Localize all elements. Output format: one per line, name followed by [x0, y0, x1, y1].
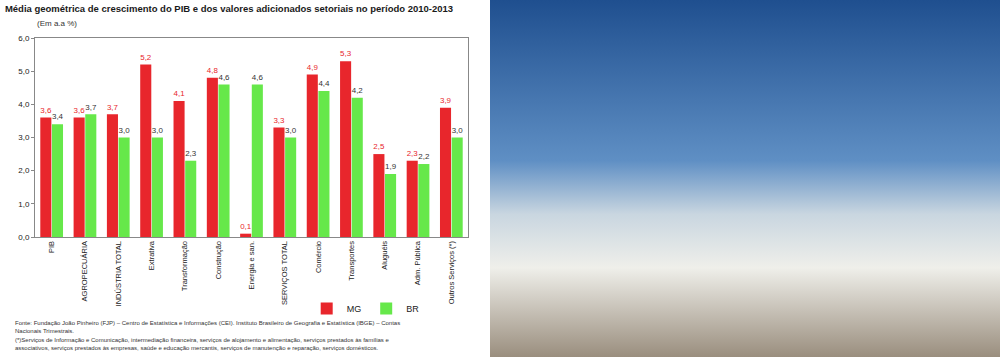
svg-text:AGROPECUÁRIA: AGROPECUÁRIA — [80, 241, 89, 301]
svg-text:Energia e san.: Energia e san. — [247, 241, 256, 289]
svg-text:Média geométrica de cresciment: Média geométrica de crescimento do PIB e… — [5, 3, 453, 14]
svg-text:3,0: 3,0 — [18, 133, 30, 142]
svg-text:3,7: 3,7 — [85, 103, 97, 112]
svg-text:3,7: 3,7 — [107, 103, 119, 112]
svg-text:2,3: 2,3 — [407, 149, 419, 158]
svg-text:Adm. Pública: Adm. Pública — [413, 240, 422, 285]
svg-text:3,6: 3,6 — [74, 106, 86, 115]
svg-text:6,0: 6,0 — [18, 34, 30, 43]
svg-text:4,2: 4,2 — [352, 86, 364, 95]
svg-text:4,9: 4,9 — [307, 63, 319, 72]
svg-text:MG: MG — [347, 304, 362, 314]
svg-text:4,8: 4,8 — [207, 66, 219, 75]
svg-text:2,2: 2,2 — [418, 152, 430, 161]
svg-text:PIB: PIB — [47, 241, 56, 253]
svg-text:1,0: 1,0 — [18, 200, 30, 209]
svg-text:3,0: 3,0 — [285, 126, 297, 135]
svg-text:Comércio: Comércio — [314, 241, 323, 273]
svg-text:Outros Serviços (*): Outros Serviços (*) — [447, 241, 456, 305]
svg-text:Extrativa: Extrativa — [147, 240, 156, 270]
svg-text:1,9: 1,9 — [385, 162, 397, 171]
svg-text:Construção: Construção — [214, 241, 223, 279]
svg-text:3,9: 3,9 — [440, 96, 452, 105]
svg-text:0,0: 0,0 — [18, 233, 30, 242]
svg-text:2,3: 2,3 — [185, 149, 197, 158]
svg-text:4,6: 4,6 — [218, 73, 230, 82]
svg-text:3,4: 3,4 — [52, 112, 64, 121]
svg-text:5,0: 5,0 — [18, 67, 30, 76]
svg-text:(Em a.a %): (Em a.a %) — [37, 19, 77, 28]
svg-text:0,1: 0,1 — [240, 222, 252, 231]
svg-text:4,4: 4,4 — [318, 79, 330, 88]
svg-text:Aluguéis: Aluguéis — [380, 241, 389, 270]
svg-text:4,1: 4,1 — [174, 89, 186, 98]
svg-text:5,2: 5,2 — [140, 53, 152, 62]
svg-text:4,0: 4,0 — [18, 100, 30, 109]
svg-text:Transportes: Transportes — [347, 241, 356, 281]
svg-text:BR: BR — [406, 304, 419, 314]
svg-text:3,6: 3,6 — [40, 106, 52, 115]
svg-text:(*)Serviços de Informação e Co: (*)Serviços de Informação e Comunicação,… — [15, 337, 390, 351]
svg-text:Transformação: Transformação — [180, 241, 189, 291]
svg-text:3,3: 3,3 — [273, 116, 285, 125]
svg-text:3,0: 3,0 — [152, 126, 164, 135]
svg-text:2,5: 2,5 — [373, 142, 385, 151]
svg-text:2,0: 2,0 — [18, 166, 30, 175]
svg-text:3,0: 3,0 — [452, 126, 464, 135]
svg-text:5,3: 5,3 — [340, 49, 352, 58]
svg-text:INDÚSTRIA TOTAL: INDÚSTRIA TOTAL — [114, 241, 123, 306]
svg-text:4,6: 4,6 — [252, 73, 264, 82]
svg-text:SERVIÇOS TOTAL: SERVIÇOS TOTAL — [280, 241, 289, 305]
svg-text:3,0: 3,0 — [119, 126, 131, 135]
svg-text:Fonte: Fundação João Pinheiro: Fonte: Fundação João Pinheiro (FJP) – Ce… — [15, 320, 400, 334]
